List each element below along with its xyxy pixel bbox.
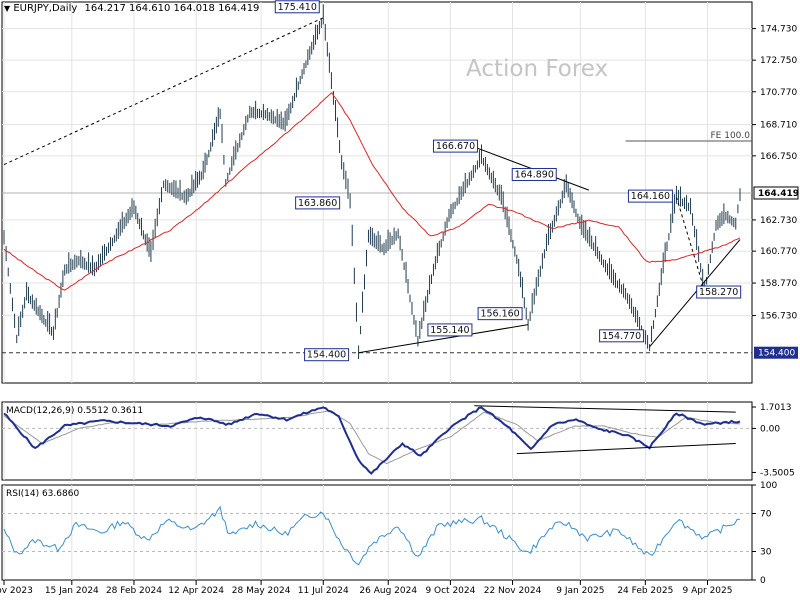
rsi-line — [3, 505, 741, 566]
price-annotation-label: 164.890 — [515, 169, 554, 180]
price-annotation-box — [511, 167, 557, 181]
x-tick-label: 28 Nov 2023 — [0, 586, 33, 596]
price-annotation-box — [477, 307, 523, 321]
price-annotation-label: 154.400 — [307, 350, 346, 361]
price-annotation-box — [274, 0, 320, 14]
price-annotation-box — [432, 139, 478, 153]
x-tick-label: 11 Jul 2024 — [298, 586, 349, 596]
y-tick-label: 162.730 — [760, 216, 797, 226]
x-tick-label: 9 Oct 2024 — [425, 586, 475, 596]
x-tick-label: 12 Apr 2024 — [168, 586, 224, 596]
y-tick-label: 156.730 — [760, 312, 797, 322]
price-annotation-box — [304, 348, 350, 362]
x-tick-label: 22 Nov 2024 — [484, 586, 542, 596]
y-tick-label: 100 — [760, 481, 777, 491]
price-annotation-box — [696, 285, 742, 299]
y-tick-label: 70 — [760, 510, 772, 520]
price-annotation-label: 166.670 — [436, 141, 475, 152]
y-tick-label: 172.750 — [760, 56, 797, 66]
y-tick-label: 158.770 — [760, 279, 797, 289]
x-tick-label: 9 Apr 2025 — [683, 586, 733, 596]
moving-average-line — [3, 91, 741, 291]
macd-trendline — [516, 443, 736, 455]
x-tick-label: 24 Feb 2025 — [617, 586, 673, 596]
price-annotation-label: 163.860 — [298, 198, 337, 209]
y-tick-label: 30 — [760, 548, 772, 558]
current-price-label: 164.419 — [758, 189, 799, 199]
rsi-label: RSI(14) 63.6860 — [6, 489, 79, 499]
current-price-box — [753, 186, 799, 200]
watermark: Action Forex — [466, 56, 609, 82]
macd-trendline — [474, 405, 736, 413]
y-tick-label: -3.5005 — [760, 468, 795, 478]
x-tick-label: 9 Jan 2025 — [556, 586, 604, 596]
price-trendline — [358, 324, 529, 354]
ohlc-values: 164.217 164.610 164.018 164.419 — [84, 3, 260, 14]
y-tick-label: 166.750 — [760, 152, 797, 162]
y-tick-label: 168.710 — [760, 121, 797, 131]
price-annotation-label: 155.140 — [430, 325, 469, 336]
dropdown-arrow-icon[interactable]: ▼ — [4, 4, 11, 13]
y-tick-label: 0 — [760, 576, 766, 586]
x-tick-label: 15 Jan 2024 — [45, 586, 99, 596]
price-annotation-label: 175.410 — [278, 2, 317, 13]
price-annotation-box — [627, 189, 673, 203]
y-tick-label: 160.770 — [760, 247, 797, 257]
support-price-label: 154.400 — [758, 349, 795, 359]
price-trendline — [649, 239, 741, 348]
fe-level-label: FE 100.0 — [711, 131, 751, 141]
price-annotation-box — [599, 329, 645, 343]
y-tick-label: 0.00 — [760, 424, 780, 434]
y-tick-label: 170.770 — [760, 88, 797, 98]
x-tick-label: 26 Aug 2024 — [359, 586, 417, 596]
rsi-panel-frame — [1, 484, 753, 581]
x-tick-label: 28 Feb 2024 — [106, 586, 162, 596]
price-annotation-box — [427, 323, 473, 337]
macd-line — [3, 406, 741, 475]
price-header: ▼ EURJPY,Daily 164.217 164.610 164.018 1… — [4, 3, 259, 14]
price-annotation-label: 154.770 — [602, 331, 641, 342]
y-tick-label: 174.730 — [760, 25, 797, 35]
macd-label: MACD(12,26,9) 0.5512 0.3611 — [6, 406, 143, 416]
price-trendline — [3, 17, 324, 166]
y-tick-label: 1.7013 — [760, 403, 792, 413]
price-trendline — [675, 196, 706, 292]
support-price-box — [754, 346, 798, 359]
price-annotation-label: 158.270 — [699, 287, 738, 298]
price-annotation-label: 156.160 — [480, 309, 519, 320]
symbol-label: EURJPY,Daily — [13, 3, 78, 14]
x-tick-label: 28 May 2024 — [232, 586, 291, 596]
price-annotation-label: 164.160 — [631, 191, 670, 202]
price-annotation-box — [295, 196, 341, 210]
